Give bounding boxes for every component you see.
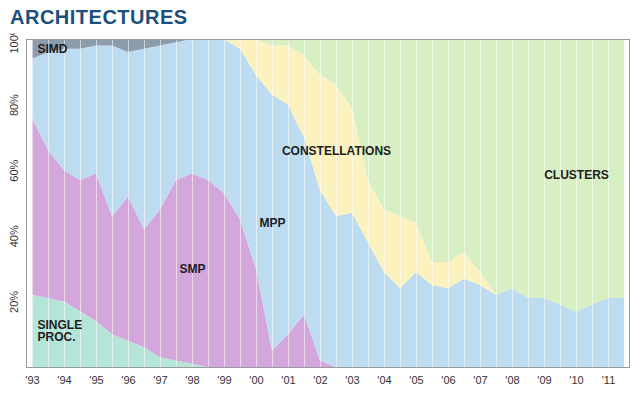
svg-text:'07: '07 <box>473 374 487 386</box>
svg-text:40%: 40% <box>8 225 20 247</box>
svg-text:'95: '95 <box>89 374 103 386</box>
svg-text:CLUSTERS: CLUSTERS <box>544 168 609 182</box>
svg-text:80%: 80% <box>8 94 20 116</box>
svg-text:100%: 100% <box>8 33 20 54</box>
svg-text:'00: '00 <box>249 374 263 386</box>
svg-text:'08: '08 <box>505 374 519 386</box>
svg-text:'06: '06 <box>441 374 455 386</box>
svg-text:'96: '96 <box>121 374 135 386</box>
svg-text:'04: '04 <box>377 374 391 386</box>
svg-text:'10: '10 <box>569 374 583 386</box>
svg-text:'94: '94 <box>57 374 71 386</box>
svg-text:'98: '98 <box>185 374 199 386</box>
svg-text:'97: '97 <box>153 374 167 386</box>
svg-text:'02: '02 <box>313 374 327 386</box>
svg-text:MPP: MPP <box>259 216 285 230</box>
svg-text:'01: '01 <box>281 374 295 386</box>
svg-text:CONSTELLATIONS: CONSTELLATIONS <box>282 144 391 158</box>
svg-text:60%: 60% <box>8 159 20 181</box>
svg-text:20%: 20% <box>8 291 20 313</box>
svg-text:SMP: SMP <box>179 262 205 276</box>
html-text:ARCHITECTURES: ARCHITECTURES <box>10 6 188 28</box>
svg-text:'09: '09 <box>537 374 551 386</box>
svg-text:SIMD: SIMD <box>38 42 68 56</box>
svg-text:'99: '99 <box>217 374 231 386</box>
svg-text:'93: '93 <box>25 374 39 386</box>
svg-text:'11: '11 <box>602 374 616 386</box>
svg-text:'05: '05 <box>409 374 423 386</box>
svg-text:'03: '03 <box>345 374 359 386</box>
svg-text:SINGLEPROC.: SINGLEPROC. <box>38 318 83 344</box>
